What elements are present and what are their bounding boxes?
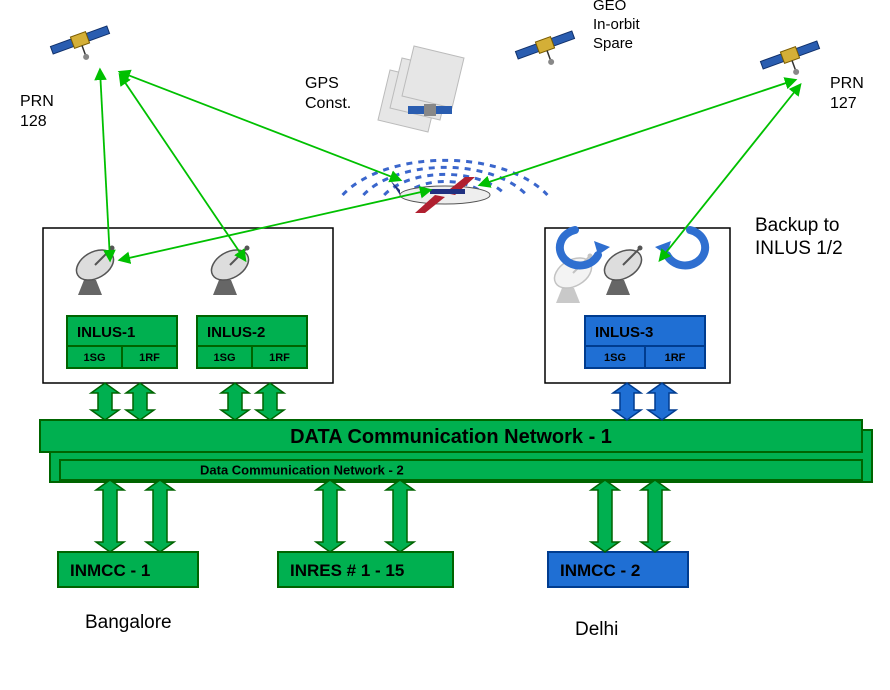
flow-arrow [648,383,676,420]
uplink-3 [120,72,400,180]
geo-spare-label: Spare [593,35,633,52]
geo-spare-label: In-orbit [593,16,641,33]
dish-inlus2 [206,244,254,295]
delhi-label: Delhi [575,619,618,640]
uplink-1 [120,75,245,260]
flow-arrow [91,383,119,420]
prn127-label: 127 [830,95,857,112]
label: 1SG [604,352,626,364]
label: Data Communication Network - 2 [200,463,404,478]
flow-arrow [146,480,174,552]
flow-arrow [256,383,284,420]
flow-arrow [126,383,154,420]
label: INRES # 1 - 15 [290,561,404,580]
flow-arrow [641,480,669,552]
uplink-0 [100,70,110,260]
uplink-5 [480,80,795,185]
sat-prn127 [760,39,826,85]
label: 1SG [83,352,105,364]
uplink-2 [120,190,430,260]
prn128-label: PRN [20,93,54,110]
dish-inlus3 [599,244,647,295]
label: INMCC - 1 [70,561,150,580]
gps-const-label: GPS [305,75,339,92]
gps-const-label: Const. [305,95,351,112]
backup-label: INLUS 1/2 [755,238,843,259]
flow-arrow [613,383,641,420]
label: 1RF [665,352,686,364]
bangalore-label: Bangalore [85,612,172,633]
label: 1RF [269,352,290,364]
flow-arrow [591,480,619,552]
inlus-1-label: INLUS-1 [77,324,135,341]
prn128-label: 128 [20,113,47,130]
label: DATA Communication Network - 1 [290,426,612,448]
flow-arrow [96,480,124,552]
flow-arrow [386,480,414,552]
inlus-3-label: INLUS-3 [595,324,653,341]
label: INMCC - 2 [560,561,640,580]
backup-label: Backup to [755,215,840,236]
geo-spare-label: GEO [593,0,626,14]
prn127-label: PRN [830,75,864,92]
gps-card-2 [402,46,464,108]
sat-prn128 [50,24,116,70]
flow-arrow [221,383,249,420]
label: 1RF [139,352,160,364]
sat-geo [515,29,581,75]
dish-inlus1 [71,244,119,295]
bar-Data Communication Network - 2 [60,460,862,480]
inlus-2-label: INLUS-2 [207,324,265,341]
label: 1SG [213,352,235,364]
flow-arrow [316,480,344,552]
